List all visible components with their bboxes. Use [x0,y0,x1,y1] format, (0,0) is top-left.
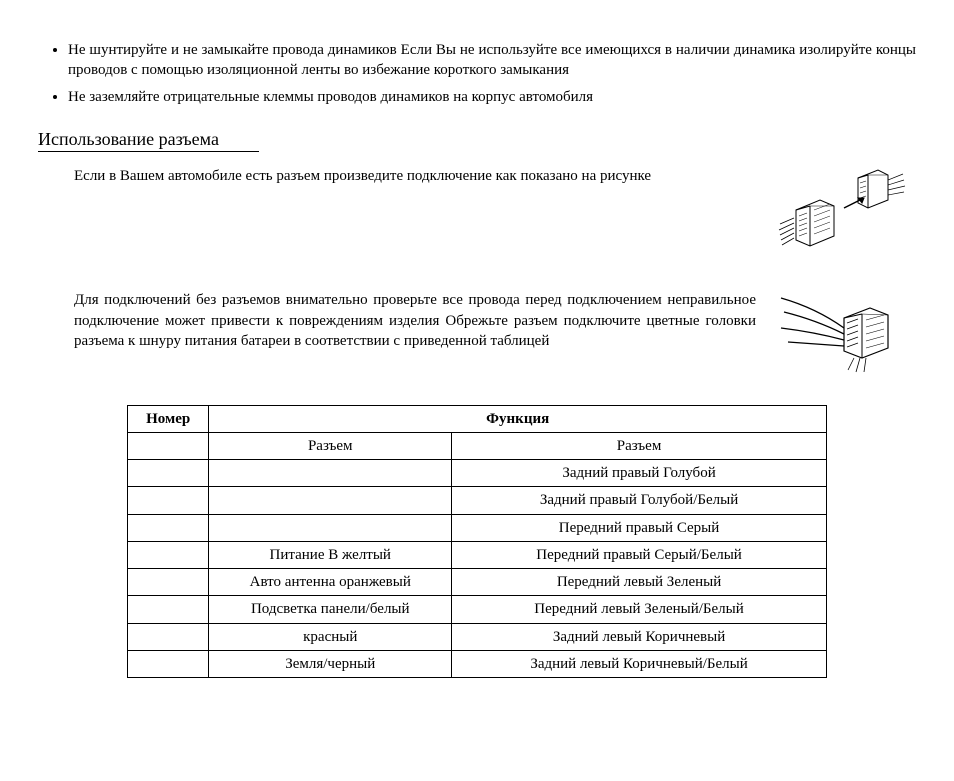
table-header-row: Номер Функция [128,405,827,432]
cell-num [128,460,209,487]
cell-a: красный [209,623,452,650]
warning-list: Не шунтируйте и не замыкайте провода дин… [38,40,916,107]
header-function: Функция [209,405,827,432]
cell-a [209,460,452,487]
paragraph-1: Если в Вашем автомобиле есть разъем прои… [38,166,776,186]
cell-empty [128,432,209,459]
paragraph-block-2: Для подключений без разъемов внимательно… [38,290,916,386]
connector-pair-illustration [776,166,916,272]
table-row: Земля/черный Задний левый Коричневый/Бел… [128,650,827,677]
cell-a: Земля/черный [209,650,452,677]
cell-b: Задний левый Коричневый [452,623,827,650]
table-row: Питание В желтый Передний правый Серый/Б… [128,541,827,568]
connector-wires-illustration [776,290,916,386]
bullet-item: Не заземляйте отрицательные клеммы прово… [68,87,916,107]
cell-b: Передний левый Зеленый [452,569,827,596]
cell-num [128,650,209,677]
table-row: красный Задний левый Коричневый [128,623,827,650]
bullet-item: Не шунтируйте и не замыкайте провода дин… [68,40,916,81]
subheader-a: Разъем [209,432,452,459]
cell-a: Питание В желтый [209,541,452,568]
cell-num [128,623,209,650]
cell-a [209,487,452,514]
cell-b: Передний левый Зеленый/Белый [452,596,827,623]
table-row: Передний правый Серый [128,514,827,541]
cell-b: Передний правый Серый/Белый [452,541,827,568]
table-row: Задний правый Голубой/Белый [128,487,827,514]
table-row: Подсветка панели/белый Передний левый Зе… [128,596,827,623]
table-subheader-row: Разъем Разъем [128,432,827,459]
header-number: Номер [128,405,209,432]
cell-num [128,514,209,541]
cell-b: Задний правый Голубой [452,460,827,487]
cell-a [209,514,452,541]
table-row: Авто антенна оранжевый Передний левый Зе… [128,569,827,596]
subheader-b: Разъем [452,432,827,459]
cell-num [128,487,209,514]
cell-b: Задний правый Голубой/Белый [452,487,827,514]
table-row: Задний правый Голубой [128,460,827,487]
cell-num [128,569,209,596]
paragraph-2: Для подключений без разъемов внимательно… [38,290,776,351]
cell-b: Передний правый Серый [452,514,827,541]
cell-b: Задний левый Коричневый/Белый [452,650,827,677]
cell-num [128,541,209,568]
cell-a: Авто антенна оранжевый [209,569,452,596]
section-title: Использование разъема [38,127,259,152]
wiring-table: Номер Функция Разъем Разъем Задний правы… [127,405,827,679]
paragraph-block-1: Если в Вашем автомобиле есть разъем прои… [38,166,916,272]
cell-a: Подсветка панели/белый [209,596,452,623]
cell-num [128,596,209,623]
